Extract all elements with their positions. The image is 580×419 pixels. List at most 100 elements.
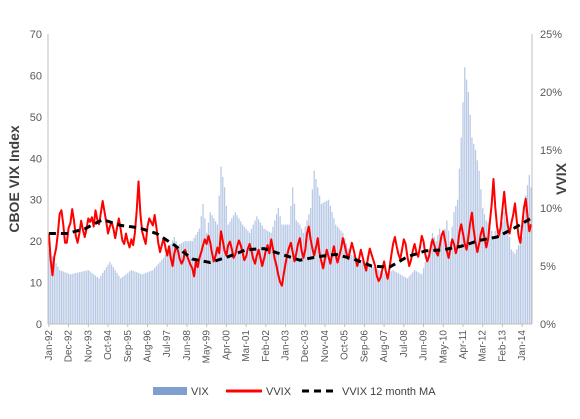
legend-label-vvix-ma: VVIX 12 month MA — [342, 386, 436, 398]
x-tick-label: Dec-03 — [300, 330, 311, 363]
vix-bar — [119, 278, 122, 324]
vix-bar — [372, 267, 374, 324]
vix-bar — [340, 230, 342, 324]
vix-bar — [516, 249, 518, 324]
vix-bar — [460, 137, 462, 324]
vix-bar — [302, 232, 305, 324]
vix-bar — [444, 228, 446, 324]
vix-bar — [313, 170, 315, 324]
vix-bar — [369, 264, 371, 324]
vix-bar — [223, 187, 226, 324]
vix-bar — [336, 226, 339, 324]
y-right-axis-title: VVIX — [553, 162, 569, 195]
vix-bar — [435, 241, 437, 324]
vix-bar — [290, 205, 292, 324]
vix-bar — [433, 237, 435, 324]
vix-bar — [100, 275, 102, 324]
vix-bar — [424, 261, 426, 324]
vix-bar — [293, 203, 296, 324]
vix-bar — [489, 224, 491, 324]
y-right-tick-label: 5% — [540, 261, 556, 273]
vix-bar — [53, 259, 55, 324]
x-tick-label: Nov-04 — [320, 330, 331, 363]
y-left-tick-label: 0 — [36, 319, 42, 331]
axes: 0 10 20 30 40 50 60 70 0% 5% 10% 15% 20% 25% Jan-92 Dec… — [6, 29, 569, 363]
vix-bar — [519, 241, 521, 324]
vix-bar — [51, 256, 54, 324]
x-tick-label: Nov-93 — [83, 330, 94, 363]
vix-bar — [249, 232, 251, 324]
vix-bar — [265, 229, 267, 324]
vix-bar — [274, 220, 276, 324]
legend-swatch-vix — [153, 387, 187, 395]
y-left-tick-label: 70 — [30, 29, 42, 41]
y-left-tick-label: 40 — [30, 153, 42, 165]
vix-bar — [209, 212, 211, 324]
vix-bar — [530, 187, 532, 324]
vix-bar — [229, 221, 231, 324]
vix-bar — [110, 264, 113, 324]
y-right-tick-label: 10% — [540, 203, 562, 215]
vix-bar — [105, 267, 107, 324]
vix-bar — [365, 262, 367, 324]
vix-bar — [419, 273, 421, 324]
vix-bar — [85, 270, 88, 324]
vix-bar — [308, 214, 310, 324]
vix-bar — [191, 241, 193, 324]
x-tick-label: Jul-97 — [162, 330, 173, 358]
vix-bar — [428, 249, 430, 324]
vix-bar — [526, 185, 529, 324]
vix-bar — [204, 218, 206, 324]
x-tick-label: May-99 — [202, 330, 213, 364]
vix-bar — [55, 263, 57, 324]
vix-bar — [180, 243, 183, 324]
y-left-tick-label: 20 — [30, 236, 42, 248]
vix-bar — [304, 226, 306, 324]
legend: VIX VVIX VVIX 12 month MA — [153, 386, 436, 398]
x-tick-label: Sep-95 — [123, 330, 134, 363]
vix-bar — [413, 270, 416, 324]
vix-bar — [50, 252, 52, 324]
vix-bar — [354, 256, 357, 324]
vix-bar — [179, 244, 181, 324]
vix-bar — [430, 241, 432, 324]
vix-bar — [139, 273, 141, 324]
vix-bar — [279, 216, 281, 324]
x-tick-label: Aug-96 — [142, 330, 153, 363]
vix-bar — [363, 261, 366, 324]
vix-bar — [57, 266, 59, 324]
vix-bar — [161, 259, 163, 324]
vix-bar — [132, 270, 134, 324]
vix-bar — [225, 205, 228, 324]
vix-bar — [127, 272, 129, 324]
vix-bar — [345, 243, 348, 324]
vix-bar — [317, 187, 319, 324]
y-right-tick-label: 20% — [540, 87, 562, 99]
vix-bar — [437, 234, 439, 324]
vix-bar — [370, 266, 373, 324]
vix-bar — [408, 276, 410, 324]
vix-bar — [306, 220, 308, 324]
vix-bar — [406, 278, 409, 324]
vix-bar — [241, 224, 244, 324]
vix-bar — [175, 241, 177, 324]
vix-bar — [164, 254, 167, 324]
vix-bar — [501, 222, 504, 324]
vix-bar — [462, 102, 464, 324]
vix-bar — [188, 241, 190, 324]
vix-bar — [206, 232, 208, 324]
x-tick-label: Dec-92 — [64, 330, 75, 363]
vix-bar — [326, 200, 328, 324]
vix-bar — [379, 271, 382, 324]
vix-bar — [514, 253, 516, 324]
vix-bar — [417, 272, 419, 324]
vix-bar — [299, 224, 301, 324]
vix-bar — [503, 212, 505, 324]
vix-bar — [487, 222, 489, 324]
vix-bar — [245, 228, 247, 324]
vix-bar — [222, 176, 224, 324]
vix-bar — [483, 214, 486, 324]
vix-bar — [152, 270, 154, 324]
vix-bar — [344, 238, 346, 324]
